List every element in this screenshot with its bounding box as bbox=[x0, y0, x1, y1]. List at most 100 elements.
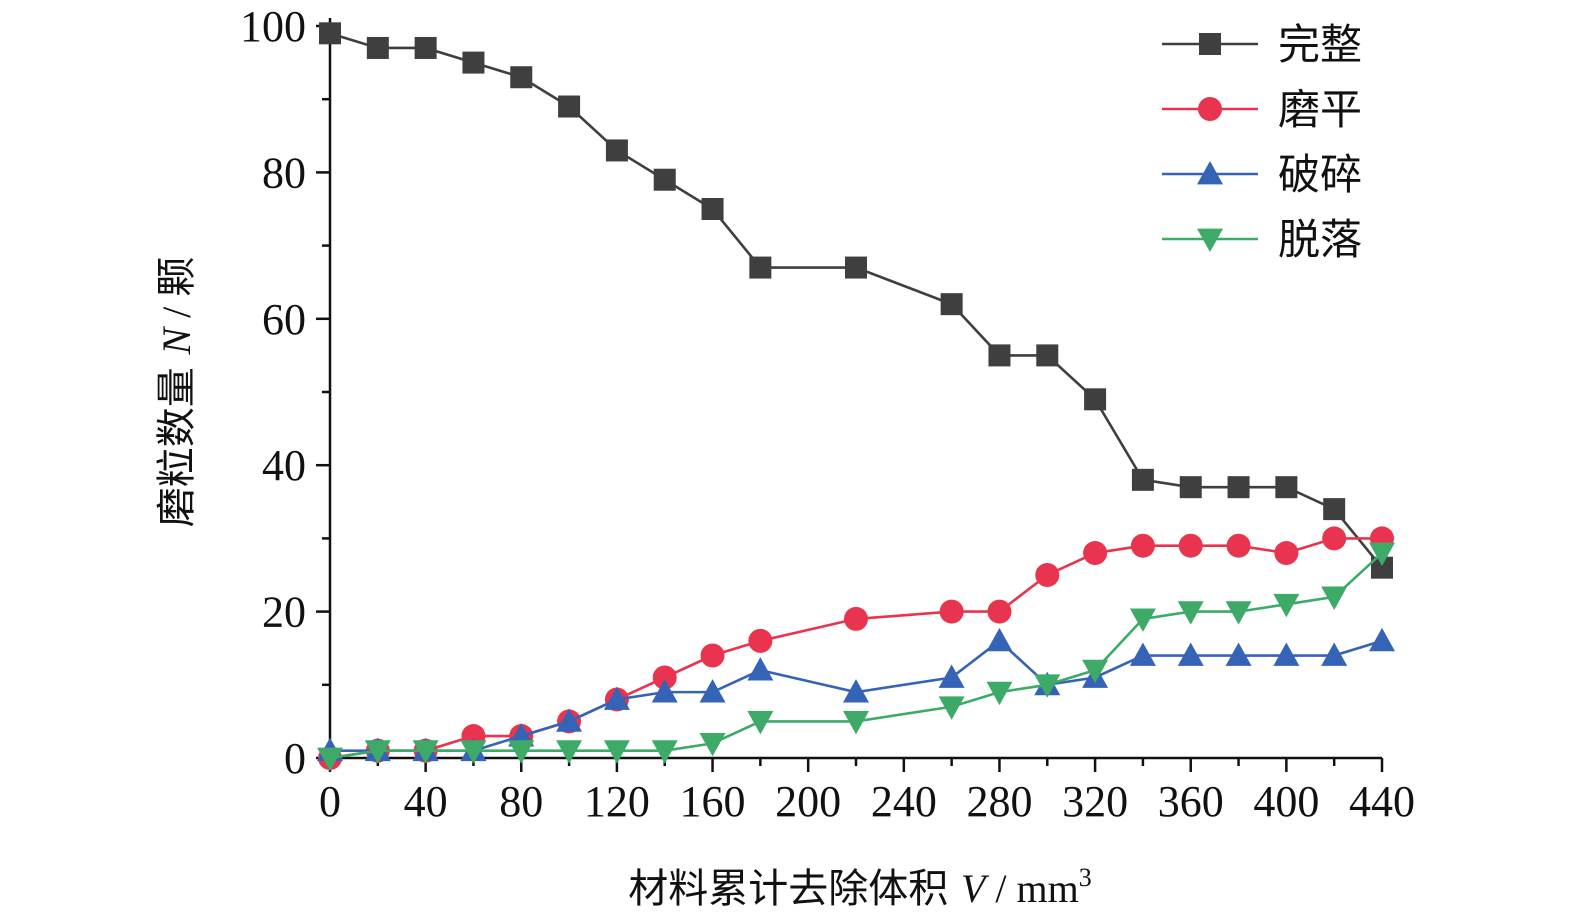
data-point bbox=[1273, 593, 1300, 618]
axes: 0 40 80 120 160 200 240 280 320 360 400 440 0 20 40 60 8… bbox=[240, 2, 1415, 826]
y-tick-label: 100 bbox=[240, 2, 306, 51]
x-tick-label: 240 bbox=[871, 777, 937, 826]
data-point bbox=[986, 627, 1013, 652]
y-tick-label: 40 bbox=[262, 441, 306, 490]
data-point bbox=[605, 139, 628, 162]
legend-marker bbox=[1197, 228, 1223, 252]
legend-label: 磨平 bbox=[1278, 85, 1362, 134]
data-point bbox=[510, 66, 533, 89]
data-point bbox=[749, 256, 772, 279]
legend-label: 脱落 bbox=[1278, 215, 1362, 264]
data-point bbox=[651, 679, 678, 703]
y-tick-label: 0 bbox=[284, 734, 306, 783]
series-4 bbox=[317, 542, 1395, 771]
data-point bbox=[1274, 541, 1299, 566]
data-point bbox=[1225, 642, 1252, 666]
data-point bbox=[319, 22, 341, 45]
x-tick-label: 0 bbox=[319, 777, 341, 826]
y-tick-label: 20 bbox=[262, 588, 306, 637]
data-point bbox=[1130, 533, 1155, 558]
data-point bbox=[988, 344, 1011, 367]
data-point bbox=[414, 36, 437, 59]
data-point bbox=[701, 198, 724, 220]
data-point bbox=[1226, 533, 1251, 558]
legend-item: 磨平 bbox=[1162, 85, 1362, 134]
data-point bbox=[1035, 563, 1060, 587]
data-point bbox=[652, 665, 677, 690]
x-tick-label: 400 bbox=[1253, 777, 1319, 826]
data-point bbox=[558, 95, 581, 118]
data-point bbox=[364, 740, 391, 764]
legend-label: 破碎 bbox=[1278, 150, 1362, 199]
data-point bbox=[843, 679, 869, 703]
data-point bbox=[747, 657, 774, 681]
x-tick-label: 40 bbox=[404, 777, 448, 826]
data-point bbox=[1082, 659, 1109, 684]
data-point bbox=[366, 36, 389, 59]
data-point bbox=[1131, 468, 1154, 491]
x-tick-label: 200 bbox=[775, 777, 841, 826]
legend-marker bbox=[1199, 33, 1221, 55]
legend-item: 脱落 bbox=[1162, 215, 1362, 264]
x-tick-label: 360 bbox=[1158, 777, 1224, 826]
y-axis-title: 磨粒数量 N / 颗 bbox=[154, 257, 200, 528]
data-point bbox=[1083, 541, 1108, 566]
data-point bbox=[1129, 642, 1156, 666]
data-point bbox=[1227, 476, 1250, 499]
data-point bbox=[1225, 601, 1252, 625]
data-point bbox=[699, 732, 726, 757]
series-layer bbox=[317, 22, 1395, 771]
x-tick-label: 440 bbox=[1349, 777, 1415, 826]
data-point bbox=[939, 599, 964, 624]
data-point bbox=[603, 740, 630, 764]
data-point bbox=[700, 643, 725, 668]
x-tick-label: 120 bbox=[584, 777, 650, 826]
data-point bbox=[653, 168, 676, 191]
data-point bbox=[1273, 642, 1300, 666]
data-point bbox=[748, 628, 773, 653]
data-point bbox=[412, 740, 439, 764]
data-point bbox=[1371, 556, 1393, 579]
x-axis-title: 材料累计去除体积 V / mm3 bbox=[628, 863, 1092, 912]
data-point bbox=[603, 686, 630, 710]
data-point bbox=[938, 696, 965, 720]
legend-marker bbox=[1198, 97, 1222, 121]
data-point bbox=[1369, 542, 1395, 567]
data-point bbox=[1084, 388, 1107, 411]
data-point bbox=[1178, 533, 1203, 558]
legend-item: 完整 bbox=[1162, 20, 1362, 69]
data-point bbox=[1321, 642, 1348, 666]
data-point bbox=[843, 711, 869, 735]
data-point bbox=[651, 740, 678, 764]
data-point bbox=[1321, 586, 1348, 610]
data-point bbox=[556, 740, 583, 764]
data-point bbox=[747, 711, 774, 735]
x-tick-label: 320 bbox=[1062, 777, 1128, 826]
x-tick-label: 160 bbox=[680, 777, 746, 826]
y-tick-label: 60 bbox=[262, 295, 306, 344]
data-point bbox=[460, 740, 487, 764]
legend-marker bbox=[1197, 161, 1223, 185]
data-point bbox=[699, 679, 726, 703]
data-point bbox=[1323, 498, 1346, 521]
data-point bbox=[1322, 526, 1347, 551]
data-point bbox=[1369, 627, 1395, 652]
legend-item: 破碎 bbox=[1162, 150, 1362, 199]
data-point bbox=[1129, 608, 1156, 632]
data-point bbox=[508, 740, 535, 764]
data-point bbox=[938, 664, 965, 688]
data-point bbox=[986, 681, 1013, 706]
data-point bbox=[940, 293, 963, 316]
x-tick-label: 280 bbox=[966, 777, 1032, 826]
data-point bbox=[844, 606, 868, 631]
y-tick-label: 80 bbox=[262, 148, 306, 197]
data-point bbox=[1177, 642, 1204, 666]
data-point bbox=[317, 747, 343, 771]
data-point bbox=[1036, 344, 1059, 367]
data-point bbox=[462, 51, 485, 74]
data-point bbox=[1275, 476, 1298, 499]
series-line bbox=[329, 32, 1384, 569]
data-point bbox=[1177, 601, 1204, 625]
